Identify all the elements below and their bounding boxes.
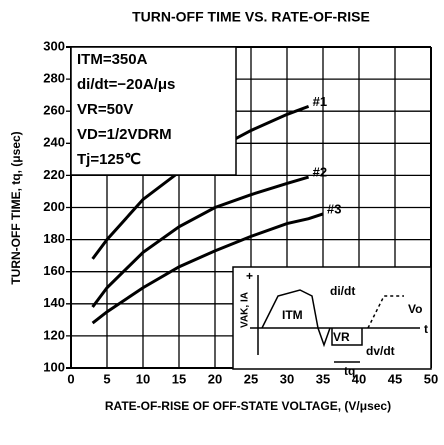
conditions-box bbox=[70, 46, 237, 176]
y-tick-label: 300 bbox=[43, 38, 65, 53]
x-tick-label: 30 bbox=[280, 371, 294, 386]
y-tick-label: 240 bbox=[43, 135, 65, 150]
x-tick-label: 50 bbox=[424, 371, 438, 386]
series-label: #2 bbox=[313, 164, 327, 179]
x-tick-label: 10 bbox=[136, 371, 150, 386]
x-tick-label: 45 bbox=[388, 371, 402, 386]
y-tick-label: 220 bbox=[43, 167, 65, 182]
x-tick-label: 40 bbox=[352, 371, 366, 386]
y-axis-label: TURN-OFF TIME, tq, (μsec) bbox=[9, 131, 23, 284]
inset-label: ITM bbox=[282, 308, 303, 322]
y-tick-label: 180 bbox=[43, 231, 65, 246]
y-tick-label: 280 bbox=[43, 71, 65, 86]
x-tick-label: 35 bbox=[316, 371, 330, 386]
inset-label: t bbox=[424, 322, 428, 336]
y-tick-label: 200 bbox=[43, 199, 65, 214]
condition-text: VR=50V bbox=[77, 101, 133, 118]
y-tick-label: 100 bbox=[43, 359, 65, 374]
condition-text: ITM=350A bbox=[77, 51, 148, 68]
condition-text: di/dt=−20A/μs bbox=[77, 76, 175, 93]
inset-waveform bbox=[250, 275, 420, 363]
x-tick-label: 25 bbox=[244, 371, 258, 386]
series-line bbox=[91, 175, 310, 308]
inset-box bbox=[232, 266, 432, 370]
series-label: #1 bbox=[313, 94, 327, 109]
y-tick-label: 260 bbox=[43, 103, 65, 118]
y-tick-label: 160 bbox=[43, 263, 65, 278]
x-tick-label: 15 bbox=[172, 371, 186, 386]
condition-text: VD=1/2VDRM bbox=[77, 126, 172, 143]
inset-label: Vo bbox=[408, 302, 422, 316]
y-tick-label: 120 bbox=[43, 327, 65, 342]
series-label: #3 bbox=[327, 201, 341, 216]
inset-label: VR bbox=[333, 330, 350, 344]
inset-label: + bbox=[246, 269, 253, 283]
inset-label: dv/dt bbox=[366, 344, 395, 358]
inset-label: VAK, IA bbox=[240, 292, 251, 328]
inset-label: tq bbox=[344, 364, 355, 378]
inset-label: di/dt bbox=[330, 284, 355, 298]
x-tick-label: 0 bbox=[67, 371, 74, 386]
chart-title: TURN-OFF TIME VS. RATE-OF-RISE bbox=[132, 9, 370, 25]
x-tick-label: 20 bbox=[208, 371, 222, 386]
x-tick-label: 5 bbox=[103, 371, 110, 386]
y-tick-label: 140 bbox=[43, 295, 65, 310]
series-line bbox=[91, 212, 324, 325]
condition-text: Tj=125℃ bbox=[77, 151, 141, 168]
x-axis-label: RATE-OF-RISE OF OFF-STATE VOLTAGE, (V/μs… bbox=[105, 399, 391, 413]
